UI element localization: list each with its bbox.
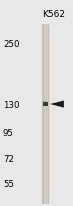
Text: K562: K562: [42, 11, 66, 19]
Bar: [43, 25, 48, 204]
Bar: [43, 103, 48, 107]
Polygon shape: [50, 101, 64, 108]
Text: 55: 55: [3, 179, 14, 188]
Text: 95: 95: [3, 129, 14, 138]
Text: 72: 72: [3, 154, 14, 163]
Bar: [43, 101, 47, 103]
Text: 250: 250: [3, 40, 19, 49]
Text: 130: 130: [3, 100, 19, 109]
Bar: [42, 25, 43, 204]
